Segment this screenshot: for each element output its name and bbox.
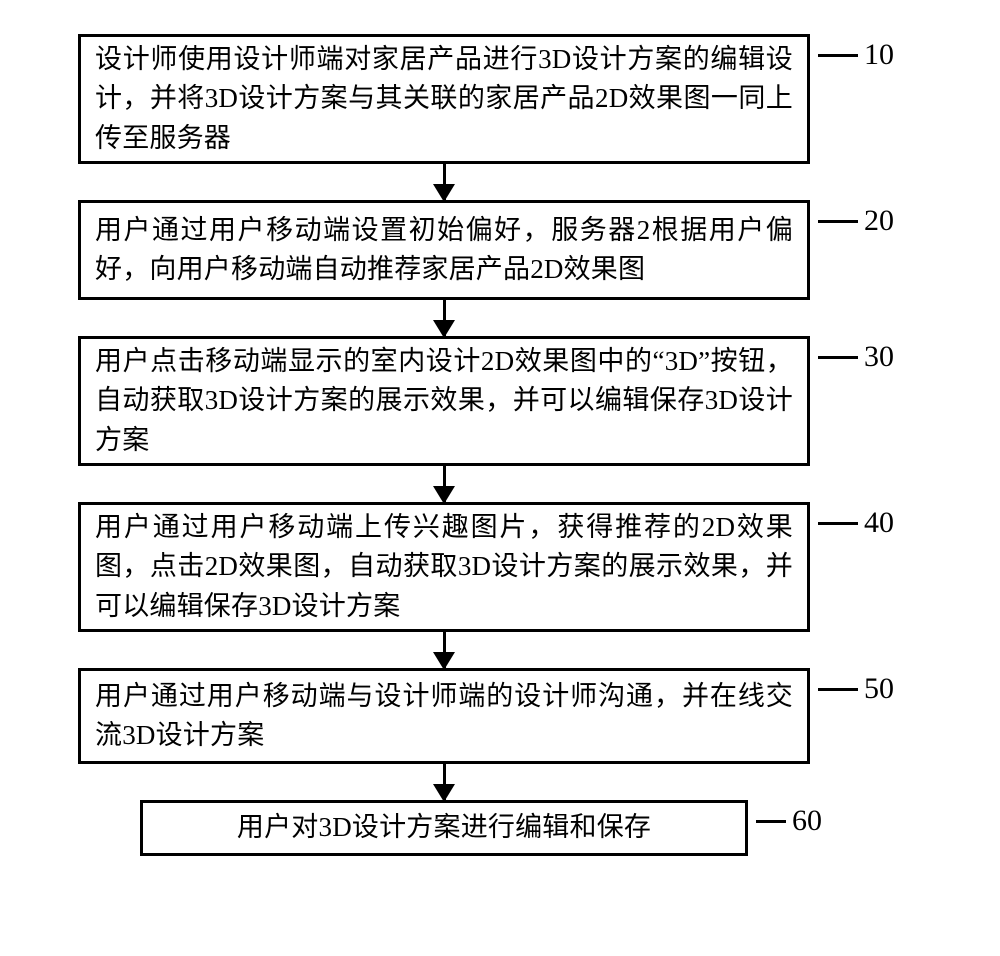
step-label-10: 10 xyxy=(818,38,894,70)
arrow-down-icon xyxy=(443,164,446,200)
step-box-30: 用户点击移动端显示的室内设计2D效果图中的“3D”按钮，自动获取3D设计方案的展… xyxy=(78,336,810,466)
leader-line xyxy=(818,356,858,359)
step-number: 50 xyxy=(864,674,894,704)
arrow-down-icon xyxy=(443,632,446,668)
arrow-down-icon xyxy=(443,466,446,502)
step-box-40: 用户通过用户移动端上传兴趣图片，获得推荐的2D效果图，点击2D效果图，自动获取3… xyxy=(78,502,810,632)
step-number: 40 xyxy=(864,508,894,538)
step-label-60: 60 xyxy=(756,804,822,836)
step-text: 用户对3D设计方案进行编辑和保存 xyxy=(237,808,651,847)
leader-line xyxy=(818,522,858,525)
step-label-50: 50 xyxy=(818,672,894,704)
step-box-60: 用户对3D设计方案进行编辑和保存 xyxy=(140,800,748,856)
arrow-down-icon xyxy=(443,300,446,336)
leader-line xyxy=(756,820,786,823)
step-text: 设计师使用设计师端对家居产品进行3D设计方案的编辑设计，并将3D设计方案与其关联… xyxy=(95,40,793,157)
step-box-20: 用户通过用户移动端设置初始偏好，服务器2根据用户偏好，向用户移动端自动推荐家居产… xyxy=(78,200,810,300)
step-number: 30 xyxy=(864,342,894,372)
step-box-10: 设计师使用设计师端对家居产品进行3D设计方案的编辑设计，并将3D设计方案与其关联… xyxy=(78,34,810,164)
step-label-30: 30 xyxy=(818,340,894,372)
step-number: 60 xyxy=(792,806,822,836)
step-number: 20 xyxy=(864,206,894,236)
leader-line xyxy=(818,220,858,223)
arrow-down-icon xyxy=(443,764,446,800)
step-label-40: 40 xyxy=(818,506,894,538)
step-text: 用户通过用户移动端设置初始偏好，服务器2根据用户偏好，向用户移动端自动推荐家居产… xyxy=(95,211,793,289)
leader-line xyxy=(818,688,858,691)
step-text: 用户通过用户移动端与设计师端的设计师沟通，并在线交流3D设计方案 xyxy=(95,677,793,755)
step-text: 用户通过用户移动端上传兴趣图片，获得推荐的2D效果图，点击2D效果图，自动获取3… xyxy=(95,508,793,625)
step-number: 10 xyxy=(864,40,894,70)
step-box-50: 用户通过用户移动端与设计师端的设计师沟通，并在线交流3D设计方案 xyxy=(78,668,810,764)
step-label-20: 20 xyxy=(818,204,894,236)
leader-line xyxy=(818,54,858,57)
step-text: 用户点击移动端显示的室内设计2D效果图中的“3D”按钮，自动获取3D设计方案的展… xyxy=(95,342,793,459)
